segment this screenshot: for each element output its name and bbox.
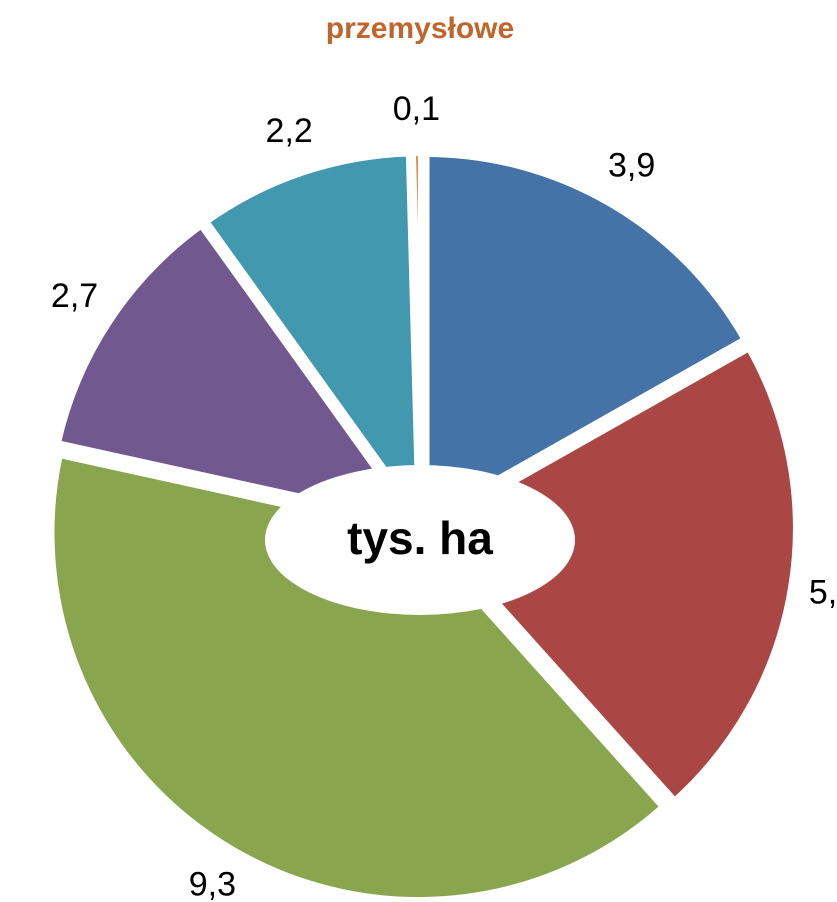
- center-label: tys. ha: [347, 512, 493, 564]
- data-label: 0,1: [393, 90, 440, 128]
- data-label: 2,2: [266, 112, 313, 150]
- data-label: 5,0: [809, 573, 837, 611]
- donut-hole: [265, 465, 575, 615]
- slice: [421, 148, 752, 528]
- slice: [51, 218, 426, 530]
- slice: [422, 341, 801, 808]
- data-label: 2,7: [51, 277, 98, 315]
- slice: [46, 449, 670, 902]
- slice: [407, 148, 426, 521]
- data-label: 3,9: [608, 147, 655, 185]
- data-label: 9,3: [189, 865, 236, 902]
- chart-title: przemysłowe: [326, 12, 514, 45]
- slice: [199, 148, 425, 534]
